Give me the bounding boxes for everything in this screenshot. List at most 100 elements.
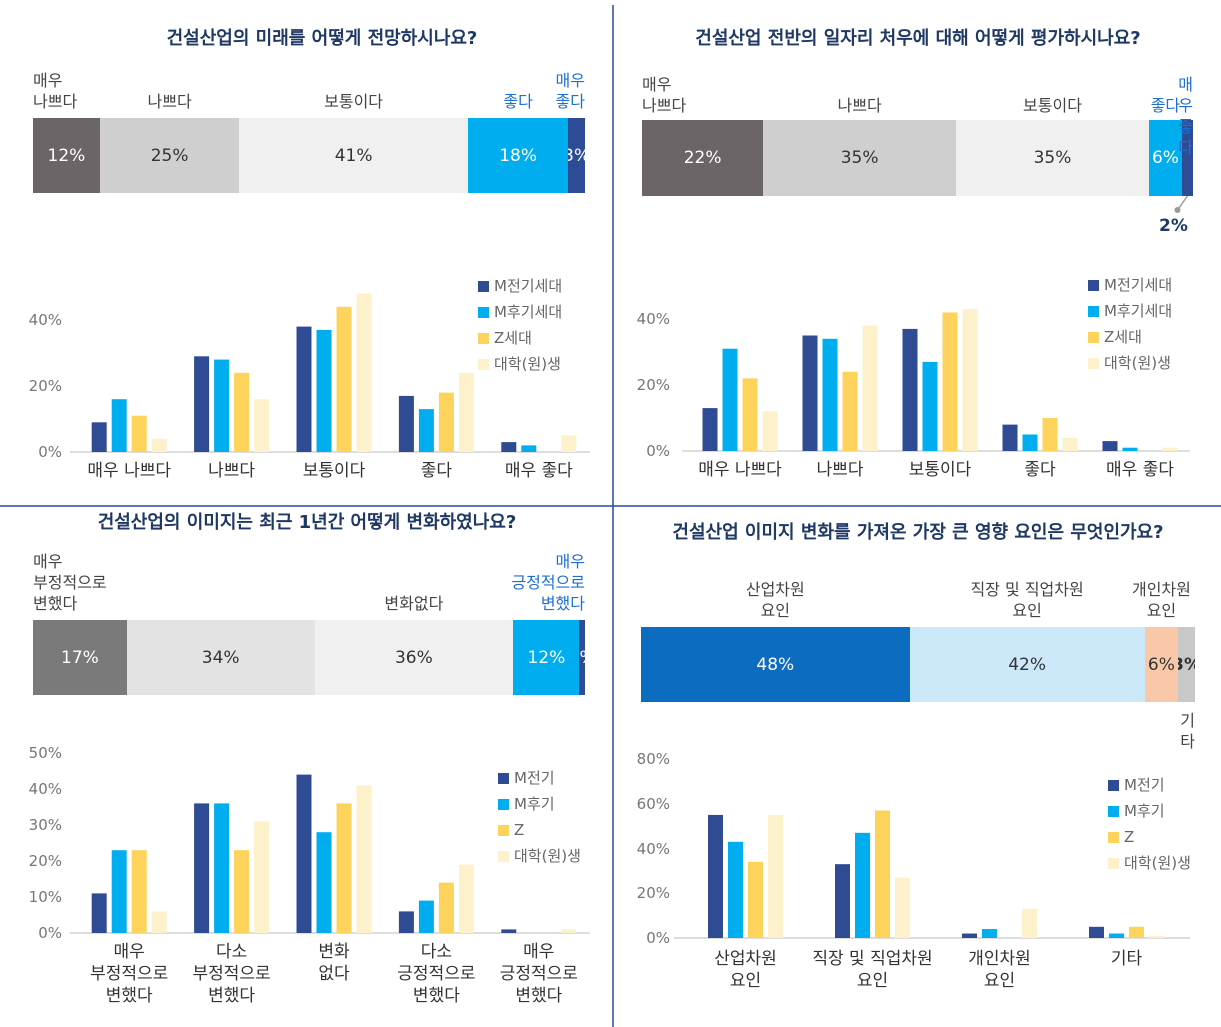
legend-swatch xyxy=(478,359,489,370)
bar xyxy=(748,861,763,938)
segment-label: 매우 나쁘다 xyxy=(33,71,78,111)
bar xyxy=(131,415,147,452)
x-tick-label: 다소 부정적으로 변했다 xyxy=(192,942,271,1006)
bar xyxy=(336,306,352,452)
bar xyxy=(762,411,778,451)
segment-label: 변화없다 xyxy=(384,594,444,613)
legend-swatch xyxy=(498,799,509,810)
bar xyxy=(438,392,454,452)
x-tick-label: 매우 긍정적으로 변했다 xyxy=(499,942,578,1006)
bar xyxy=(1102,441,1118,451)
value-label: 17% xyxy=(61,647,99,668)
bar xyxy=(1062,437,1078,451)
x-tick-label: 매우 부정적으로 변했다 xyxy=(90,942,169,1006)
legend-label: Z xyxy=(514,821,525,839)
legend-label: M후기세대 xyxy=(494,303,563,321)
bar xyxy=(234,372,250,452)
bar xyxy=(561,929,577,933)
x-tick-label: 개인차원 요인 xyxy=(968,949,1031,991)
segment-label: 매우 나쁘다 xyxy=(642,75,687,115)
value-label: 34% xyxy=(201,647,240,668)
panel-title: 건설산업의 이미지는 최근 1년간 어떻게 변화하였나요? xyxy=(97,512,517,533)
legend-label: 대학(원)생 xyxy=(494,355,561,373)
bar xyxy=(1122,447,1138,451)
y-tick-label: 50% xyxy=(28,744,62,762)
bar xyxy=(316,832,332,933)
value-label: 25% xyxy=(150,145,189,166)
bar xyxy=(1022,908,1037,938)
x-tick-label: 나쁘다 xyxy=(816,460,864,480)
bar xyxy=(418,409,434,452)
bar-segment: 6% xyxy=(1144,627,1179,702)
y-tick-label: 30% xyxy=(28,816,62,834)
segment-label: 개인차원 요인 xyxy=(1131,580,1191,620)
bar xyxy=(1022,434,1038,451)
legend-label: M전기세대 xyxy=(494,277,563,295)
bar xyxy=(855,832,870,938)
segment-label: 좋다 xyxy=(1150,96,1181,115)
bar-segment: 6% xyxy=(1148,120,1182,196)
bar xyxy=(942,312,958,451)
bar xyxy=(131,850,147,933)
segment-label: 매우 좋다 xyxy=(1178,75,1193,157)
bar xyxy=(214,803,230,933)
panel-title: 건설산업 이미지 변화를 가져온 가장 큰 영향 요인은 무엇인가요? xyxy=(672,522,1164,543)
bar-segment: 3% xyxy=(1178,627,1195,702)
x-tick-label: 매우 좋다 xyxy=(1106,460,1174,480)
bar-segment: 18% xyxy=(467,118,569,193)
bar xyxy=(91,893,107,933)
bar xyxy=(458,372,474,452)
bar xyxy=(922,361,938,451)
value-label: 48% xyxy=(756,654,795,675)
legend-label: Z xyxy=(1124,828,1135,846)
bar xyxy=(111,399,127,452)
y-tick-label: 80% xyxy=(636,750,670,768)
x-tick-label: 보통이다 xyxy=(908,460,972,480)
bar-segment: 41% xyxy=(239,118,468,193)
y-tick-label: 20% xyxy=(636,884,670,903)
bar xyxy=(1149,935,1164,938)
legend-swatch xyxy=(478,333,489,344)
bar-segment: 3% xyxy=(568,118,585,193)
segment-label: 나쁘다 xyxy=(837,96,882,115)
segment-label: 매우 좋다 xyxy=(555,71,585,111)
value-label: 1% xyxy=(579,648,585,668)
value-label: 35% xyxy=(1033,148,1072,168)
bar xyxy=(561,435,577,452)
bar-segment: 17% xyxy=(33,620,127,695)
bar xyxy=(501,442,517,452)
y-tick-label: 40% xyxy=(28,311,62,329)
legend-swatch xyxy=(498,773,509,784)
x-tick-label: 보통이다 xyxy=(302,461,366,481)
legend-label: M후기 xyxy=(1124,802,1165,820)
bar xyxy=(728,841,743,938)
legend-label: M전기세대 xyxy=(1104,276,1173,294)
value-label: 18% xyxy=(499,145,537,166)
value-label: 12% xyxy=(47,145,86,166)
bar xyxy=(768,814,783,938)
bar xyxy=(822,338,838,451)
segment-label: 나쁘다 xyxy=(147,92,192,111)
value-label: 36% xyxy=(394,647,433,668)
value-label: 6% xyxy=(1151,148,1179,168)
bar xyxy=(902,328,918,451)
bar-segment: 1% xyxy=(579,620,585,695)
bar xyxy=(962,309,978,451)
bar xyxy=(1002,424,1018,451)
bar-segment: 22% xyxy=(642,120,764,196)
y-tick-label: 60% xyxy=(636,794,670,813)
bar xyxy=(802,335,818,451)
bar xyxy=(151,911,167,933)
bar xyxy=(296,774,312,933)
bar xyxy=(91,422,107,452)
y-tick-label: 20% xyxy=(28,852,62,870)
legend-swatch xyxy=(1088,306,1099,317)
bar xyxy=(962,933,977,938)
legend-label: Z세대 xyxy=(1104,328,1142,346)
legend-label: M후기 xyxy=(514,795,555,813)
y-tick-label: 20% xyxy=(28,377,62,395)
bar xyxy=(521,445,537,452)
legend-swatch xyxy=(1108,806,1119,817)
bar xyxy=(336,803,352,933)
bar xyxy=(875,810,890,938)
